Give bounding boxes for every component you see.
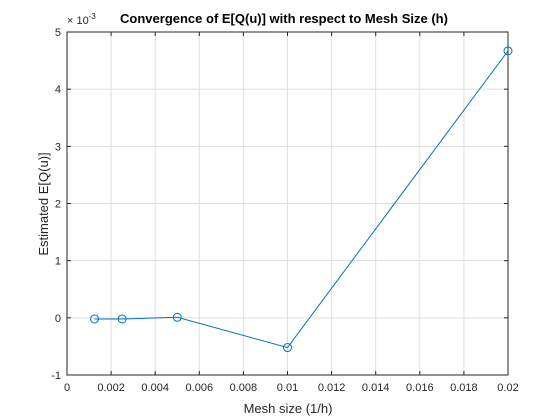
data-point-marker bbox=[503, 46, 513, 56]
data-point-marker bbox=[172, 312, 182, 322]
x-tick-label: 0.016 bbox=[406, 382, 434, 394]
x-tick-label: 0.014 bbox=[362, 382, 390, 394]
x-tick-label: 0 bbox=[64, 382, 70, 394]
data-series bbox=[90, 46, 513, 353]
y-tick-label: 2 bbox=[55, 199, 61, 211]
x-tick-labels: 0 0.002 0.004 0.006 0.008 0.01 0.012 0.014 0.016… bbox=[64, 382, 519, 394]
series-line bbox=[94, 50, 509, 349]
y-axis-exponent: × 10-3 bbox=[67, 12, 96, 27]
x-tick-label: 0.002 bbox=[97, 382, 125, 394]
y-tick-label: 3 bbox=[55, 141, 61, 153]
x-tick-label: 0.01 bbox=[277, 382, 298, 394]
y-axis-exponent-base: × 10 bbox=[67, 15, 89, 27]
x-tick-label: 0.02 bbox=[497, 382, 518, 394]
y-tick-label: 5 bbox=[55, 27, 61, 39]
data-point-marker bbox=[117, 314, 127, 324]
chart-title: Convergence of E[Q(u)] with respect to M… bbox=[120, 11, 448, 26]
y-tick-label: 4 bbox=[55, 84, 61, 96]
x-tick-label: 0.012 bbox=[318, 382, 346, 394]
data-point-marker bbox=[283, 343, 292, 353]
x-tick-label: 0.018 bbox=[450, 382, 478, 394]
x-tick-label: 0.008 bbox=[230, 382, 258, 394]
y-tick-label: 0 bbox=[55, 313, 61, 325]
y-tick-label: 1 bbox=[55, 256, 61, 268]
x-axis-label: Mesh size (1/h) bbox=[244, 401, 333, 416]
y-tick-labels: -1 0 1 2 3 4 5 bbox=[51, 27, 61, 382]
y-tick-label: -1 bbox=[51, 370, 61, 382]
data-point-marker bbox=[90, 314, 100, 324]
axis-ticks bbox=[66, 31, 509, 376]
x-tick-label: 0.004 bbox=[141, 382, 169, 394]
x-tick-label: 0.006 bbox=[186, 382, 214, 394]
y-axis-label: Estimated E[Q(u)] bbox=[36, 152, 51, 255]
y-axis-exponent-power: -3 bbox=[89, 12, 97, 21]
